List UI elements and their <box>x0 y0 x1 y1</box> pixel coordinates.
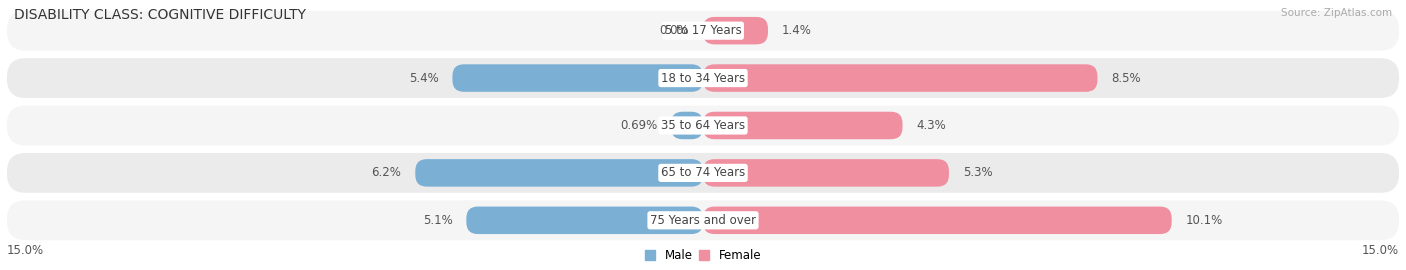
Text: 65 to 74 Years: 65 to 74 Years <box>661 166 745 179</box>
Text: 5.3%: 5.3% <box>963 166 993 179</box>
FancyBboxPatch shape <box>671 112 703 139</box>
Text: 1.4%: 1.4% <box>782 24 811 37</box>
FancyBboxPatch shape <box>703 17 768 44</box>
FancyBboxPatch shape <box>7 11 1399 50</box>
Text: 6.2%: 6.2% <box>371 166 401 179</box>
Text: 0.69%: 0.69% <box>620 119 657 132</box>
Text: 75 Years and over: 75 Years and over <box>650 214 756 227</box>
FancyBboxPatch shape <box>7 153 1399 193</box>
Text: 15.0%: 15.0% <box>1362 244 1399 257</box>
Text: 8.5%: 8.5% <box>1111 72 1142 85</box>
FancyBboxPatch shape <box>703 112 903 139</box>
FancyBboxPatch shape <box>415 159 703 187</box>
FancyBboxPatch shape <box>467 207 703 234</box>
FancyBboxPatch shape <box>7 106 1399 145</box>
Text: 5.4%: 5.4% <box>409 72 439 85</box>
Text: 15.0%: 15.0% <box>7 244 44 257</box>
FancyBboxPatch shape <box>703 159 949 187</box>
Text: 5 to 17 Years: 5 to 17 Years <box>665 24 741 37</box>
Text: 35 to 64 Years: 35 to 64 Years <box>661 119 745 132</box>
Text: 10.1%: 10.1% <box>1185 214 1223 227</box>
Text: Source: ZipAtlas.com: Source: ZipAtlas.com <box>1281 8 1392 18</box>
Legend: Male, Female: Male, Female <box>640 244 766 266</box>
Text: 4.3%: 4.3% <box>917 119 946 132</box>
FancyBboxPatch shape <box>7 200 1399 240</box>
Text: 18 to 34 Years: 18 to 34 Years <box>661 72 745 85</box>
FancyBboxPatch shape <box>453 64 703 92</box>
Text: 0.0%: 0.0% <box>659 24 689 37</box>
Text: DISABILITY CLASS: COGNITIVE DIFFICULTY: DISABILITY CLASS: COGNITIVE DIFFICULTY <box>14 8 307 22</box>
FancyBboxPatch shape <box>7 58 1399 98</box>
FancyBboxPatch shape <box>703 64 1098 92</box>
Text: 5.1%: 5.1% <box>423 214 453 227</box>
FancyBboxPatch shape <box>703 207 1171 234</box>
